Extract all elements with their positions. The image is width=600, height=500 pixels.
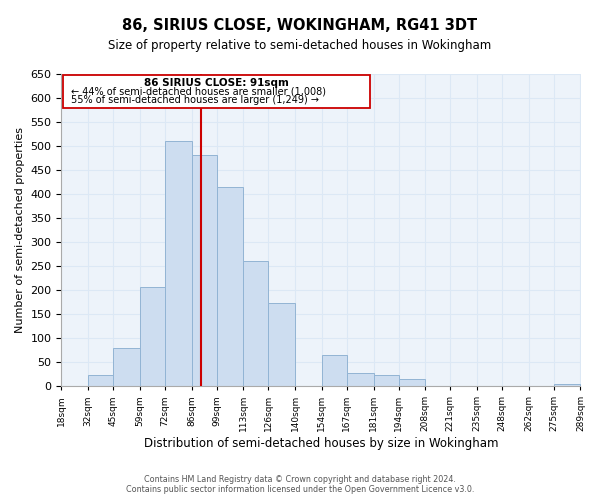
Text: 86, SIRIUS CLOSE, WOKINGHAM, RG41 3DT: 86, SIRIUS CLOSE, WOKINGHAM, RG41 3DT [122,18,478,32]
Text: Contains public sector information licensed under the Open Government Licence v3: Contains public sector information licen… [126,485,474,494]
Bar [191,154,217,386]
Text: ← 44% of semi-detached houses are smaller (1,008): ← 44% of semi-detached houses are smalle… [71,86,326,97]
Text: 55% of semi-detached houses are larger (1,249) →: 55% of semi-detached houses are larger (… [71,95,319,105]
Text: Contains HM Land Registry data © Crown copyright and database right 2024.: Contains HM Land Registry data © Crown c… [144,475,456,484]
Y-axis label: Number of semi-detached properties: Number of semi-detached properties [15,127,25,333]
Bar [554,384,580,386]
Bar [165,141,191,386]
Bar [347,372,374,386]
Bar [140,286,165,386]
Bar [374,375,398,386]
Bar [244,261,268,386]
FancyBboxPatch shape [64,75,370,108]
X-axis label: Distribution of semi-detached houses by size in Wokingham: Distribution of semi-detached houses by … [144,437,498,450]
Text: 86 SIRIUS CLOSE: 91sqm: 86 SIRIUS CLOSE: 91sqm [144,78,289,88]
Bar [217,187,244,386]
Bar [398,380,425,386]
Text: Size of property relative to semi-detached houses in Wokingham: Size of property relative to semi-detach… [109,39,491,52]
Bar [322,355,347,386]
Bar [88,376,113,386]
Bar [113,348,140,386]
Bar [268,304,295,386]
